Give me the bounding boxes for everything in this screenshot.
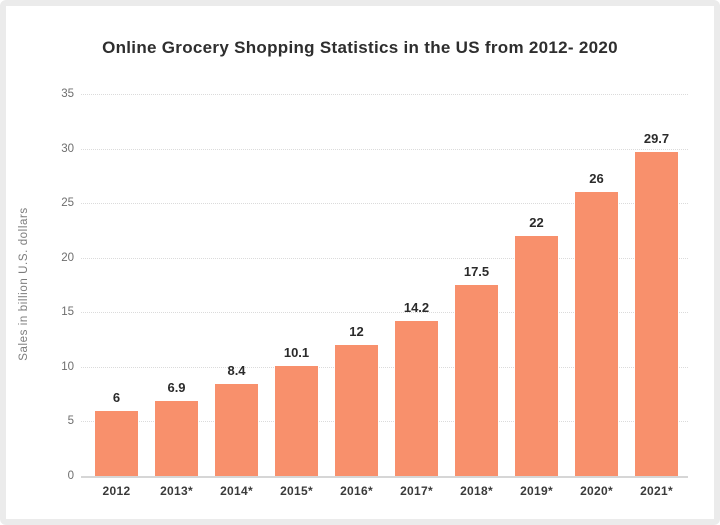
bar-value-label-2021*: 29.7 [643, 130, 670, 146]
bar-2015* [275, 365, 318, 476]
gridline-35 [81, 94, 688, 95]
bar-2018* [455, 285, 498, 476]
bar-2019* [515, 235, 558, 476]
x-tick-label-2012: 2012 [102, 484, 131, 498]
x-tick-label-2014*: 2014* [220, 484, 253, 498]
y-tick-label-5: 5 [67, 415, 74, 428]
gridline-30 [81, 148, 688, 150]
y-tick-label-25: 25 [61, 197, 74, 210]
x-tick-label-2016*: 2016* [340, 484, 373, 498]
bar-2021* [635, 151, 678, 476]
bar-value-label-2016*: 12 [349, 324, 364, 340]
bar-value-label-2013*: 6.9 [167, 379, 186, 395]
y-axis-title: Sales in billion U.S. dollars [18, 207, 30, 361]
bar-2017* [395, 321, 438, 476]
bar-2012 [95, 410, 138, 476]
gridline-10 [81, 366, 688, 368]
gridline-15 [81, 312, 688, 314]
x-tick-label-2017*: 2017* [400, 484, 433, 498]
gridline-20 [81, 257, 688, 259]
bar-value-label-2019*: 22 [529, 214, 544, 230]
gridline-25 [81, 203, 688, 205]
x-tick-label-2015*: 2015* [280, 484, 313, 498]
y-tick-label-20: 20 [61, 251, 74, 264]
chart-title: Online Grocery Shopping Statistics in th… [102, 38, 618, 57]
bar-2020* [575, 192, 618, 476]
gridline-5 [81, 421, 688, 423]
y-tick-label-15: 15 [61, 306, 74, 319]
x-tick-label-2018*: 2018* [460, 484, 493, 498]
bar-2016* [335, 345, 378, 476]
x-tick-label-2019*: 2019* [520, 484, 553, 498]
y-tick-label-10: 10 [61, 360, 74, 373]
y-tick-label-0: 0 [67, 470, 74, 482]
bar-2014* [215, 384, 258, 476]
x-tick-label-2020*: 2020* [580, 484, 613, 498]
bar-value-label-2015*: 10.1 [283, 344, 310, 360]
bar-value-label-2012: 6 [112, 389, 121, 405]
y-tick-label-35: 35 [61, 88, 74, 100]
plot-area: 6 6.9 8.4 10.1 12 14.2 17.5 22 26 29.7 [81, 94, 688, 478]
x-tick-label-2021*: 2021* [640, 484, 673, 498]
bar-value-label-2017*: 14.2 [403, 300, 430, 316]
bar-value-label-2020*: 26 [589, 171, 604, 187]
bar-value-label-2014*: 8.4 [227, 363, 246, 379]
bar-value-label-2018*: 17.5 [463, 264, 490, 279]
x-tick-label-2013*: 2013* [160, 484, 193, 498]
bar-2013* [155, 400, 198, 476]
y-tick-label-30: 30 [61, 142, 74, 155]
